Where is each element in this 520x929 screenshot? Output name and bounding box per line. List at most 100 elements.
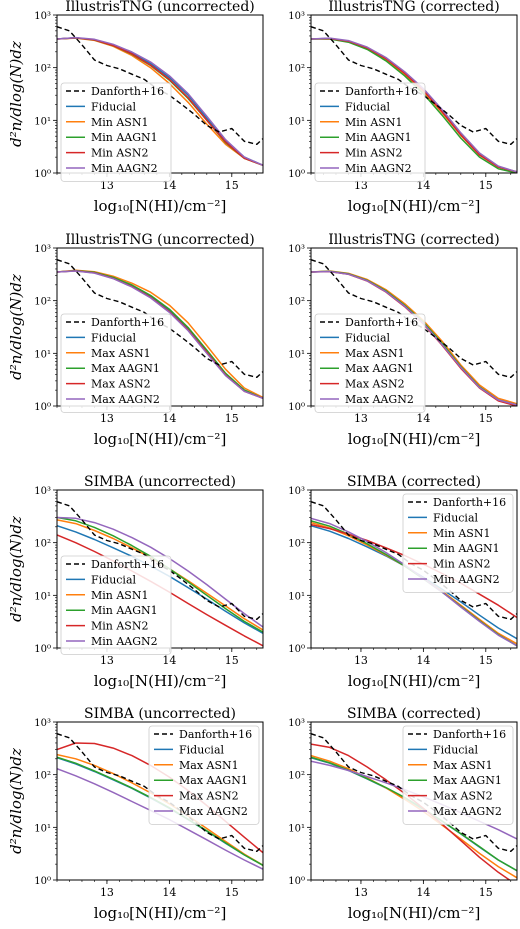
y-tick-label: 10¹ (288, 823, 305, 834)
legend-label: Min ASN1 (91, 589, 148, 602)
x-tick-label: 13 (100, 654, 114, 667)
legend-label: Max AAGN1 (179, 774, 248, 787)
legend: Danforth+16 Fiducial Max ASN1 Max AAGN1 Max … (402, 725, 514, 825)
y-axis-label: d²n/dlog(N)dz (7, 516, 25, 622)
panel-8: SIMBA (corrected) log₁₀[N(HI)/cm⁻²] 10⁰ 10¹… (288, 706, 518, 922)
legend-box (402, 725, 514, 825)
legend-label: Fiducial (433, 743, 479, 756)
panel-4: IllustrisTNG (corrected) log₁₀[N(HI)/cm⁻²… (288, 232, 518, 448)
legend-label: Min AAGN1 (91, 604, 158, 617)
legend-label: Min ASN1 (91, 116, 148, 129)
legend-label: Min AAGN1 (345, 131, 412, 144)
y-tick-label: 10¹ (34, 823, 51, 834)
panel-5: SIMBA (uncorrected) d²n/dlog(N)dz log₁₀[N(… (7, 474, 264, 690)
legend-label: Max ASN1 (91, 347, 151, 360)
y-tick-label: 10² (288, 297, 305, 308)
y-tick-label: 10² (34, 64, 51, 75)
x-tick-label: 15 (225, 179, 239, 192)
x-tick-label: 15 (479, 179, 493, 192)
x-axis-label: log₁₀[N(HI)/cm⁻²] (94, 904, 227, 922)
y-tick-label: 10¹ (34, 116, 51, 127)
y-tick-label: 10⁰ (34, 644, 51, 655)
series-line-danforth-16 (311, 733, 517, 852)
y-tick-label: 10⁰ (288, 644, 305, 655)
legend-label: Fiducial (345, 100, 391, 113)
legend-label: Min AAGN2 (91, 162, 158, 175)
y-tick-label: 10³ (34, 11, 51, 22)
x-axis-label: log₁₀[N(HI)/cm⁻²] (348, 197, 481, 215)
x-tick-label: 15 (479, 654, 493, 667)
y-tick-label: 10³ (288, 718, 305, 729)
legend-label: Danforth+16 (345, 316, 418, 329)
y-tick-label: 10² (288, 771, 305, 782)
legend-label: Max AAGN2 (433, 805, 502, 818)
panel-title: IllustrisTNG (uncorrected) (65, 0, 255, 15)
legend-label: Fiducial (345, 331, 391, 344)
panel-title: SIMBA (uncorrected) (84, 706, 236, 722)
y-tick-label: 10⁰ (288, 169, 305, 180)
legend-box (60, 313, 172, 413)
y-axis-label: d²n/dlog(N)dz (7, 748, 25, 854)
legend-label: Min ASN2 (345, 147, 402, 160)
legend-label: Min ASN1 (433, 527, 490, 540)
x-tick-label: 15 (225, 886, 239, 899)
y-tick-label: 10³ (288, 486, 305, 497)
panel-title: IllustrisTNG (corrected) (328, 0, 499, 15)
y-tick-label: 10⁰ (34, 876, 51, 887)
x-axis-label: log₁₀[N(HI)/cm⁻²] (348, 672, 481, 690)
panel-title: SIMBA (corrected) (347, 474, 481, 490)
x-tick-label: 14 (416, 886, 430, 899)
legend-label: Min AAGN1 (91, 131, 158, 144)
x-tick-label: 13 (100, 886, 114, 899)
panel-title: IllustrisTNG (uncorrected) (65, 232, 255, 248)
x-axis-label: log₁₀[N(HI)/cm⁻²] (94, 672, 227, 690)
legend-box (314, 313, 426, 413)
y-tick-label: 10³ (288, 244, 305, 255)
panel-7: SIMBA (uncorrected) d²n/dlog(N)dz log₁₀[N(… (7, 706, 264, 922)
x-tick-label: 13 (354, 886, 368, 899)
legend-label: Danforth+16 (179, 728, 252, 741)
legend-label: Max AAGN2 (179, 805, 248, 818)
y-tick-label: 10³ (288, 11, 305, 22)
legend-label: Max ASN1 (345, 347, 405, 360)
x-tick-label: 14 (162, 179, 176, 192)
legend-label: Max AAGN2 (91, 393, 160, 406)
x-axis-label: log₁₀[N(HI)/cm⁻²] (348, 904, 481, 922)
x-tick-label: 13 (354, 412, 368, 425)
x-axis-label: log₁₀[N(HI)/cm⁻²] (348, 430, 481, 448)
legend-box (60, 555, 172, 655)
x-tick-label: 14 (416, 412, 430, 425)
legend: Danforth+16 Fiducial Min ASN1 Min AAGN1 Min … (314, 82, 426, 182)
y-tick-label: 10⁰ (288, 402, 305, 413)
axes-frame (56, 721, 264, 881)
panel-title: SIMBA (corrected) (347, 706, 481, 722)
x-tick-label: 15 (225, 654, 239, 667)
legend-label: Max ASN1 (179, 759, 239, 772)
legend-label: Max ASN2 (179, 790, 239, 803)
legend: Danforth+16 Fiducial Min ASN1 Min AAGN1 Min … (402, 493, 514, 593)
x-tick-label: 14 (162, 886, 176, 899)
x-tick-label: 13 (100, 412, 114, 425)
legend-label: Fiducial (433, 511, 479, 524)
legend-label: Min AAGN2 (91, 635, 158, 648)
legend-box (314, 82, 426, 182)
legend-label: Min AAGN1 (433, 542, 500, 555)
y-axis-label: d²n/dlog(N)dz (7, 274, 25, 380)
y-tick-label: 10² (34, 771, 51, 782)
x-tick-label: 13 (100, 179, 114, 192)
y-tick-label: 10¹ (288, 116, 305, 127)
x-tick-label: 14 (162, 412, 176, 425)
y-tick-label: 10¹ (34, 591, 51, 602)
legend: Danforth+16 Fiducial Max ASN1 Max AAGN1 Max … (314, 313, 426, 413)
x-tick-label: 15 (479, 886, 493, 899)
y-tick-label: 10¹ (288, 591, 305, 602)
legend-label: Max ASN1 (433, 759, 493, 772)
legend-label: Min ASN1 (345, 116, 402, 129)
legend-label: Max AAGN1 (433, 774, 502, 787)
series-group (57, 26, 263, 167)
legend-label: Danforth+16 (91, 85, 164, 98)
series-line-danforth-16 (57, 259, 263, 378)
x-axis-label: log₁₀[N(HI)/cm⁻²] (94, 430, 227, 448)
legend-label: Max ASN2 (91, 378, 151, 391)
